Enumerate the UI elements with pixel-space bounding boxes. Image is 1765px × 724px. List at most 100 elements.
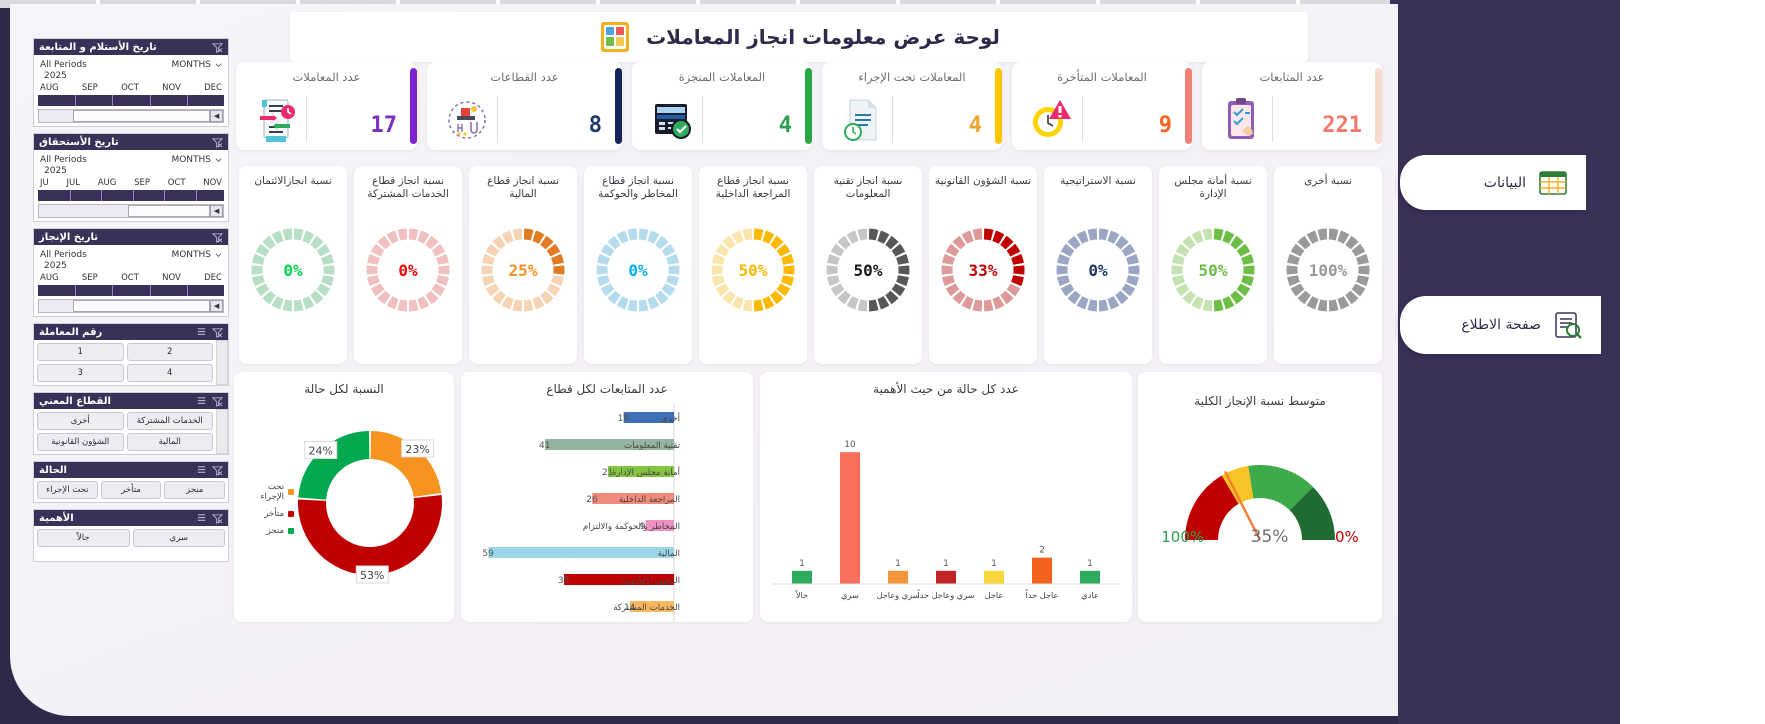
donut-card-shared-services[interactable]: نسبة انجاز قطاع الخدمات المشتركة 0% [354, 166, 462, 364]
pie-slice[interactable] [298, 431, 370, 500]
chart-card-status-share[interactable]: النسبة لكل حالة 23% 53% 24% تحت الإجراء متأ… [234, 372, 454, 622]
bar[interactable] [645, 520, 674, 531]
slicer-option[interactable]: المالية [126, 433, 213, 451]
donut-card-finance[interactable]: نسبة انجاز قطاع المالية 25% [469, 166, 577, 364]
donut-card-board-secretariat[interactable]: نسبة أمانة مجلس الإدارة 50% [1159, 166, 1267, 364]
slicer-option[interactable]: الشؤون القانونية [37, 433, 124, 451]
kpi-card-in-progress[interactable]: المعاملات تحت الإجراء 4 [822, 62, 1002, 150]
clear-filter-icon[interactable] [212, 327, 223, 338]
legend-item[interactable]: متأخر [242, 509, 294, 519]
donut-card-other[interactable]: نسبة أخرى 100% [1274, 166, 1382, 364]
timeline-scrollbar[interactable]: ◀ [38, 299, 224, 313]
bar[interactable] [563, 574, 674, 585]
kpi-card-transactions[interactable]: عدد المعاملات 17 [236, 62, 417, 150]
bar[interactable] [1032, 557, 1052, 584]
slicer-option[interactable]: 4 [126, 364, 213, 382]
timeline-level-dropdown[interactable]: MONTHS [171, 155, 222, 165]
donut-card-strategy[interactable]: نسبة الاستراتيجية 0% [1044, 166, 1152, 364]
clear-filter-icon[interactable] [212, 513, 223, 524]
kpi-card-sectors[interactable]: عدد القطاعات 8 [427, 62, 622, 150]
filter-status[interactable]: الحالة منجز متأخر تحت الإجراء [33, 461, 229, 503]
chart-card-overall-gauge[interactable]: متوسط نسبة الإنجاز الكلية 0% 35% 100% [1138, 372, 1382, 622]
slicer-menu-icon[interactable] [196, 513, 207, 524]
kpi-card-follow-ups[interactable]: عدد المتابعات 221 [1202, 62, 1382, 150]
nav-button-review-page[interactable]: صفحة الاطلاع [1400, 296, 1601, 354]
scroll-left-arrow[interactable]: ◀ [210, 110, 223, 122]
pie-slice[interactable] [298, 494, 442, 575]
slicer-menu-icon[interactable] [196, 327, 207, 338]
timeline-level-dropdown[interactable]: MONTHS [171, 250, 222, 260]
scroll-left-arrow[interactable]: ◀ [210, 205, 223, 217]
slicer-option[interactable]: الخدمات المشتركة [126, 412, 213, 430]
clear-filter-icon[interactable] [212, 232, 223, 243]
bar[interactable] [607, 466, 674, 477]
donut-ring [937, 224, 1029, 316]
slicer-option[interactable]: حالاً [37, 529, 130, 547]
donut-card-credit[interactable]: نسبة انجازالائتمان 0% [239, 166, 347, 364]
slicer-scroll-track[interactable] [216, 409, 228, 454]
month-tick: AUG [97, 178, 117, 188]
timeline-scrollbar[interactable]: ◀ [38, 204, 224, 218]
filter-date-receipt[interactable]: تاريخ الأستلام و المتابعة MONTHS All Per… [33, 38, 229, 127]
slicer-option[interactable]: سري [132, 529, 225, 547]
clear-filter-icon[interactable] [212, 137, 223, 148]
timeline-range-bar[interactable] [38, 285, 224, 296]
slicer-option[interactable]: أخرى [37, 412, 124, 430]
bar[interactable] [936, 570, 956, 584]
bar[interactable] [623, 412, 674, 423]
donut-ring [247, 224, 339, 316]
clear-filter-icon[interactable] [212, 396, 223, 407]
slicer-scroll-track[interactable] [216, 340, 228, 385]
timeline-range-bar[interactable] [38, 190, 224, 201]
chart-card-followups-by-sector[interactable]: عدد المتابعات لكل قطاع 16 أخرى 41 تقنية الم… [461, 372, 753, 622]
bar[interactable] [1080, 570, 1100, 584]
slicer-option[interactable]: 2 [126, 343, 213, 361]
slicer-option[interactable]: متأخر [100, 481, 162, 499]
slicer-option[interactable]: تحت الإجراء [37, 481, 98, 499]
donut-title: نسبة انجاز قطاع الخدمات المشتركة [367, 175, 449, 201]
slicer-option[interactable]: منجز [164, 481, 225, 499]
bar[interactable] [984, 570, 1004, 584]
overall-completion-gauge [1138, 422, 1382, 572]
donut-card-it[interactable]: نسبة انجاز تقنية المعلومات 50% [814, 166, 922, 364]
bar[interactable] [592, 493, 674, 504]
scroll-left-arrow[interactable]: ◀ [210, 300, 223, 312]
clear-filter-icon[interactable] [212, 465, 223, 476]
scroll-thumb[interactable] [128, 205, 210, 217]
kpi-card-completed[interactable]: المعاملات المنجزة 4 [632, 62, 812, 150]
donut-card-legal[interactable]: نسبة الشؤون القانونية 33% [929, 166, 1037, 364]
filter-date-completion[interactable]: تاريخ الإنجاز MONTHS All Periods 2025 DE… [33, 228, 229, 317]
nav-button-data[interactable]: البيانات [1400, 155, 1586, 210]
timeline-scrollbar[interactable]: ◀ [38, 109, 224, 123]
bar[interactable] [629, 601, 674, 612]
bar[interactable] [840, 452, 860, 584]
legend-item[interactable]: منجز [242, 526, 294, 536]
pie-slice[interactable] [370, 431, 442, 497]
donut-card-internal-audit[interactable]: نسبة انجاز قطاع المراجعة الداخلية 50% [699, 166, 807, 364]
filter-sector[interactable]: القطاع المعني الخدمات المشتركة أخرى الما… [33, 392, 229, 455]
bar[interactable] [545, 439, 674, 450]
sectors-icon [445, 96, 489, 144]
bar[interactable] [792, 570, 812, 584]
timeline-range-bar[interactable] [38, 95, 224, 106]
timeline-level-dropdown[interactable]: MONTHS [171, 60, 222, 70]
bar-category-label: حالاً [794, 590, 808, 600]
page-title-bar: لوحة عرض معلومات انجاز المعاملات [290, 12, 1308, 62]
donut-card-risk-governance[interactable]: نسبة انجاز قطاع المخاطر والحوكمة 0% [584, 166, 692, 364]
slicer-option[interactable]: 3 [37, 364, 124, 382]
chart-title: عدد المتابعات لكل قطاع [546, 382, 668, 396]
bar[interactable] [888, 570, 908, 584]
scroll-thumb[interactable] [73, 300, 210, 312]
slicer-option[interactable]: 1 [37, 343, 124, 361]
filter-importance[interactable]: الأهمية سري حالاً [33, 509, 229, 562]
slicer-menu-icon[interactable] [196, 396, 207, 407]
chart-card-count-by-importance[interactable]: عدد كل حالة من حيث الأهمية 1 حالاً 10 سري 1 س… [760, 372, 1132, 622]
legend-item[interactable]: تحت الإجراء [242, 482, 294, 502]
kpi-card-delayed[interactable]: المعاملات المتأخرة 9 [1012, 62, 1192, 150]
filter-transaction-number[interactable]: رقم المعاملة 2 1 4 3 [33, 323, 229, 386]
clear-filter-icon[interactable] [212, 42, 223, 53]
filter-date-due[interactable]: تاريخ الأستحقاق MONTHS All Periods 2025 … [33, 133, 229, 222]
scroll-thumb[interactable] [73, 110, 210, 122]
bar[interactable] [488, 547, 674, 558]
slicer-menu-icon[interactable] [196, 465, 207, 476]
